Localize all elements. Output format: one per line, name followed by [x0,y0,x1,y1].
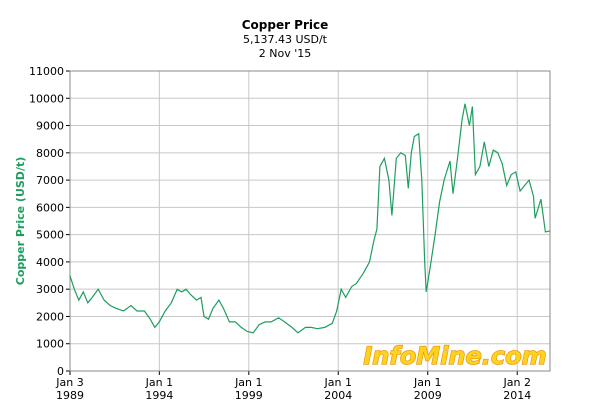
y-tick-label: 9000 [36,120,64,133]
date-label: 2 Nov '15 [259,47,311,60]
y-tick-label: 5000 [36,229,64,242]
y-tick-label: 0 [57,365,64,378]
x-tick-label-line: Jan 1 [324,376,352,389]
y-axis-label: Copper Price (USD/t) [14,157,27,285]
x-tick-label: Jan 1 1999 [234,376,263,402]
y-tick-label: 8000 [36,147,64,160]
y-tick-label: 4000 [36,256,64,269]
y-tick-label: 2000 [36,310,64,323]
x-tick-label-line: 1994 [145,389,173,402]
x-tick-label: Jan 3 1989 [55,376,84,402]
plot-area [70,71,550,371]
y-tick-label: 1000 [36,338,64,351]
y-tick-label: 3000 [36,283,64,296]
y-tick-label: 11000 [29,65,64,78]
x-tick-label-line: Jan 1 [413,376,441,389]
chart-title: Copper Price [242,18,329,32]
y-tick-label: 10000 [29,92,64,105]
x-tick-label-line: Jan 1 [234,376,262,389]
x-tick-label-line: 1989 [56,389,84,402]
x-tick-label-line: Jan 2 [503,376,531,389]
y-tick-label: 6000 [36,201,64,214]
x-tick-label: Jan 2 2014 [503,376,532,402]
y-tick-label: 7000 [36,174,64,187]
x-tick-label: Jan 1 2004 [324,376,353,402]
x-tick-label-line: 2014 [503,389,531,402]
x-tick-label-line: 2009 [414,389,442,402]
x-tick-label-line: 2004 [324,389,352,402]
plot-frame [69,70,551,372]
x-tick-label-line: 1999 [235,389,263,402]
watermark: InfoMine.com [363,342,546,370]
x-tick-label: Jan 1 2009 [413,376,442,402]
x-tick-label-line: Jan 1 [145,376,173,389]
x-tick-label-line: Jan 3 [55,376,83,389]
x-tick-label: Jan 1 1994 [145,376,174,402]
chart-subtitle: 5,137.43 USD/t [243,33,328,46]
price-line [69,103,551,334]
